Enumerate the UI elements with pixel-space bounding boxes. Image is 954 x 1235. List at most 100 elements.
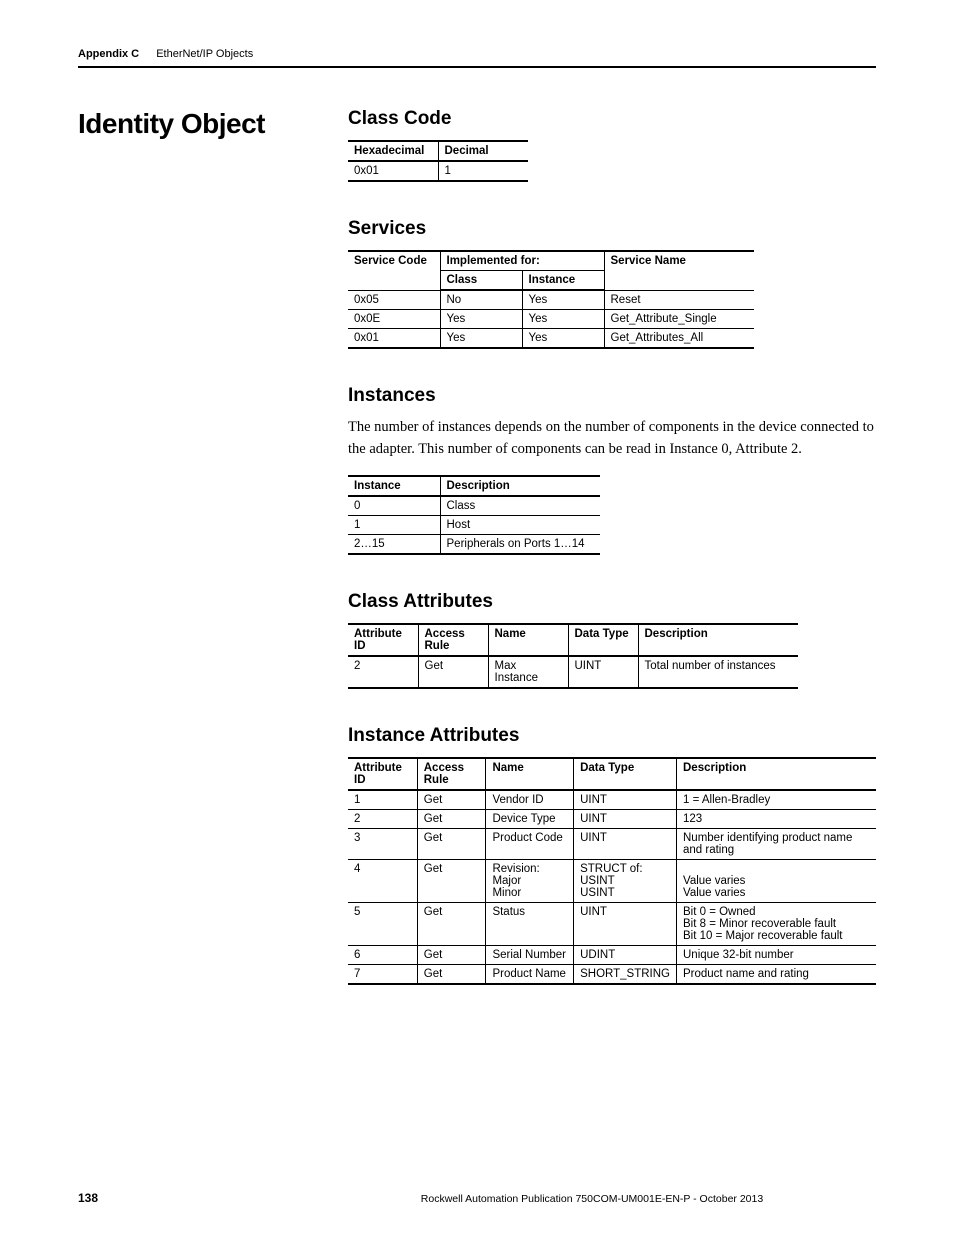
table-row: 1Host: [348, 515, 600, 534]
table-cell: Product Code: [486, 828, 574, 859]
instance-attributes-block: Instance Attributes Attribute IDAccess R…: [348, 725, 876, 985]
table-header: Data Type: [574, 758, 677, 790]
instance-attributes-table: Attribute IDAccess RuleNameData TypeDesc…: [348, 757, 876, 985]
table-header: Name: [488, 624, 568, 656]
table-row: 3GetProduct CodeUINTNumber identifying p…: [348, 828, 876, 859]
table-cell: 3: [348, 828, 417, 859]
table-cell: 0x0E: [348, 310, 440, 329]
table-cell: 1: [348, 790, 417, 810]
right-column: Class Code HexadecimalDecimal0x011 Servi…: [348, 108, 876, 1021]
table-header: Class: [440, 271, 522, 291]
table-header: Decimal: [438, 141, 528, 161]
table-cell: UINT: [568, 656, 638, 688]
table-cell: Device Type: [486, 809, 574, 828]
table-header: Service Code: [348, 251, 440, 290]
instances-heading: Instances: [348, 385, 876, 407]
instance-attributes-heading: Instance Attributes: [348, 725, 876, 747]
table-cell: Peripherals on Ports 1…14: [440, 534, 600, 554]
table-header: Hexadecimal: [348, 141, 438, 161]
table-cell: 4: [348, 859, 417, 902]
table-cell: Total number of instances: [638, 656, 798, 688]
instances-block: Instances The number of instances depend…: [348, 385, 876, 555]
table-cell: Get_Attribute_Single: [604, 310, 754, 329]
content-columns: Identity Object Class Code HexadecimalDe…: [78, 108, 876, 1021]
table-cell: Get: [418, 656, 488, 688]
table-cell: Vendor ID: [486, 790, 574, 810]
table-header: Service Name: [604, 251, 754, 290]
table-row: 2GetDevice TypeUINT123: [348, 809, 876, 828]
table-cell: Get: [417, 828, 486, 859]
section-title: Identity Object: [78, 108, 308, 140]
table-cell: 1: [348, 515, 440, 534]
table-row: 6GetSerial NumberUDINTUnique 32-bit numb…: [348, 945, 876, 964]
table-row: 0x05NoYesReset: [348, 290, 754, 310]
table-header: Description: [677, 758, 877, 790]
table-cell: Product name and rating: [677, 964, 877, 984]
page-number: 138: [78, 1191, 308, 1205]
table-cell: Max Instance: [488, 656, 568, 688]
table-cell: 1 = Allen-Bradley: [677, 790, 877, 810]
class-attributes-table: Attribute IDAccess RuleNameData TypeDesc…: [348, 623, 798, 689]
table-cell: 2…15: [348, 534, 440, 554]
appendix-label: Appendix C: [78, 48, 139, 60]
table-cell: Class: [440, 496, 600, 516]
table-header: Description: [440, 476, 600, 496]
table-header: Instance: [348, 476, 440, 496]
table-cell: Host: [440, 515, 600, 534]
table-cell: 0x01: [348, 161, 438, 181]
table-row: 0x01YesYesGet_Attributes_All: [348, 329, 754, 349]
table-header: Access Rule: [417, 758, 486, 790]
table-header: Attribute ID: [348, 758, 417, 790]
page-footer: 138 Rockwell Automation Publication 750C…: [78, 1191, 876, 1205]
chapter-label: EtherNet/IP Objects: [156, 48, 253, 60]
table-row: 7GetProduct NameSHORT_STRINGProduct name…: [348, 964, 876, 984]
table-header: Description: [638, 624, 798, 656]
table-cell: Product Name: [486, 964, 574, 984]
table-cell: 0x05: [348, 290, 440, 310]
table-cell: 5: [348, 902, 417, 945]
table-cell: 6: [348, 945, 417, 964]
class-attributes-block: Class Attributes Attribute IDAccess Rule…: [348, 591, 876, 689]
table-cell: Serial Number: [486, 945, 574, 964]
table-cell: UINT: [574, 809, 677, 828]
table-row: 4GetRevision: Major MinorSTRUCT of: USIN…: [348, 859, 876, 902]
table-cell: Reset: [604, 290, 754, 310]
table-header: Access Rule: [418, 624, 488, 656]
table-cell: Get_Attributes_All: [604, 329, 754, 349]
instances-table: InstanceDescription0Class1Host2…15Periph…: [348, 475, 600, 555]
left-column: Identity Object: [78, 108, 308, 140]
table-header: Attribute ID: [348, 624, 418, 656]
table-cell: 2: [348, 656, 418, 688]
table-cell: Get: [417, 964, 486, 984]
table-cell: 0: [348, 496, 440, 516]
table-cell: 1: [438, 161, 528, 181]
table-cell: Get: [417, 859, 486, 902]
class-code-table: HexadecimalDecimal0x011: [348, 140, 528, 182]
instances-paragraph: The number of instances depends on the n…: [348, 417, 876, 461]
table-cell: Value varies Value varies: [677, 859, 877, 902]
table-cell: UINT: [574, 790, 677, 810]
table-cell: 123: [677, 809, 877, 828]
table-cell: Yes: [522, 290, 604, 310]
class-attributes-heading: Class Attributes: [348, 591, 876, 613]
table-cell: SHORT_STRING: [574, 964, 677, 984]
table-cell: 2: [348, 809, 417, 828]
table-cell: Yes: [440, 329, 522, 349]
class-code-heading: Class Code: [348, 108, 876, 130]
table-cell: Bit 0 = Owned Bit 8 = Minor recoverable …: [677, 902, 877, 945]
services-table: Service CodeImplemented for:Service Name…: [348, 250, 754, 349]
table-cell: Status: [486, 902, 574, 945]
table-row: 0x0EYesYesGet_Attribute_Single: [348, 310, 754, 329]
page-header: Appendix C EtherNet/IP Objects: [78, 48, 876, 68]
class-code-block: Class Code HexadecimalDecimal0x011: [348, 108, 876, 182]
services-heading: Services: [348, 218, 876, 240]
table-row: 1GetVendor IDUINT1 = Allen-Bradley: [348, 790, 876, 810]
table-row: 0x011: [348, 161, 528, 181]
table-header: Data Type: [568, 624, 638, 656]
table-cell: UDINT: [574, 945, 677, 964]
table-cell: Number identifying product name and rati…: [677, 828, 877, 859]
table-cell: Get: [417, 790, 486, 810]
table-cell: 7: [348, 964, 417, 984]
table-row: 0Class: [348, 496, 600, 516]
table-cell: Yes: [522, 329, 604, 349]
